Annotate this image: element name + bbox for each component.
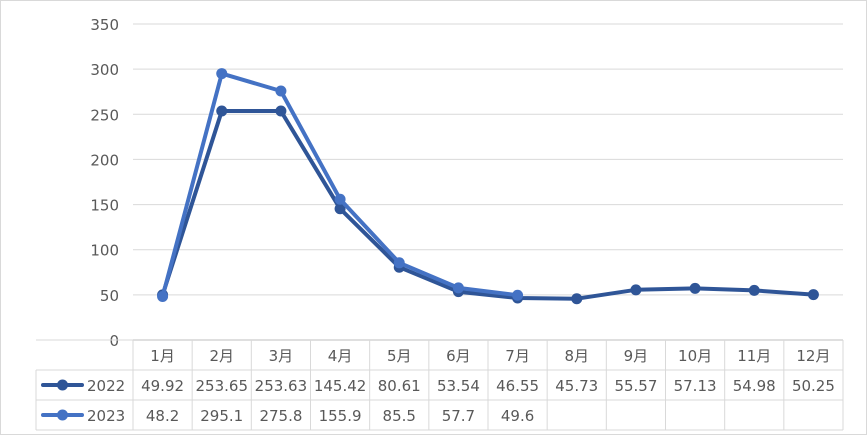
- data-label-2023: 49.6: [501, 407, 534, 425]
- legend-key-marker-2023: [57, 409, 68, 421]
- data-label-2022: 49.92: [141, 377, 184, 395]
- y-tick-label: 200: [90, 151, 119, 169]
- y-tick-label: 0: [109, 332, 119, 350]
- data-point-2023: [157, 290, 169, 302]
- data-point-2022: [334, 203, 346, 215]
- data-point-2022: [216, 105, 228, 117]
- data-label-2022: 54.98: [733, 377, 776, 395]
- y-tick-label: 350: [90, 16, 119, 34]
- data-label-2023: 57.7: [442, 407, 475, 425]
- data-point-2023: [452, 282, 464, 294]
- x-tick-label: 6月: [446, 347, 471, 365]
- x-tick-label: 4月: [328, 347, 353, 365]
- series-lines: [157, 68, 819, 305]
- series-line-2022: [160, 109, 816, 301]
- data-point-2022: [689, 282, 701, 294]
- x-tick-label: 9月: [624, 347, 649, 365]
- data-label-2022: 253.65: [196, 377, 249, 395]
- x-tick-label: 5月: [387, 347, 412, 365]
- data-point-2023: [216, 68, 228, 80]
- data-label-2022: 80.61: [378, 377, 421, 395]
- y-tick-label: 50: [100, 287, 119, 305]
- data-label-2022: 46.55: [496, 377, 539, 395]
- data-point-2023: [334, 193, 346, 205]
- data-label-2022: 53.54: [437, 377, 480, 395]
- data-label-2022: 145.42: [314, 377, 367, 395]
- series-line-2023: [160, 71, 520, 299]
- data-point-2022: [807, 289, 819, 301]
- data-label-2022: 50.25: [792, 377, 835, 395]
- data-point-2022: [275, 105, 287, 117]
- x-tick-label: 2月: [209, 347, 234, 365]
- data-label-2023: 155.9: [319, 407, 362, 425]
- data-point-2023: [393, 257, 405, 269]
- y-tick-label: 150: [90, 197, 119, 215]
- grid-lines: [133, 23, 843, 296]
- data-label-2022: 45.73: [555, 377, 598, 395]
- x-tick-label: 1月: [150, 347, 175, 365]
- x-tick-label: 10月: [678, 347, 712, 365]
- data-point-2022: [748, 284, 760, 296]
- y-tick-label: 300: [90, 61, 119, 79]
- data-label-2023: 295.1: [200, 407, 243, 425]
- data-point-2022: [630, 284, 642, 296]
- x-tick-label: 12月: [796, 347, 830, 365]
- data-label-2023: 48.2: [146, 407, 179, 425]
- y-axis: 0 50 100 150 200 250 300 350: [90, 16, 119, 350]
- x-tick-label: 11月: [737, 347, 771, 365]
- data-point-2022: [571, 293, 583, 305]
- data-point-2023: [275, 85, 287, 97]
- x-tick-label: 7月: [505, 347, 530, 365]
- data-label-2023: 275.8: [259, 407, 302, 425]
- legend-label-2022: 2022: [87, 377, 125, 395]
- legend-key-marker-2022: [57, 379, 68, 391]
- y-tick-label: 250: [90, 106, 119, 124]
- data-label-2022: 57.13: [674, 377, 717, 395]
- x-tick-label: 8月: [564, 347, 589, 365]
- data-label-2023: 85.5: [383, 407, 416, 425]
- y-tick-label: 100: [90, 242, 119, 260]
- x-tick-label: 3月: [269, 347, 294, 365]
- data-table: 1月 2月 3月 4月 5月 6月 7月 8月 9月 10月 11月 12月 2022 49.92 253.…: [35, 339, 844, 431]
- data-label-2022: 55.57: [614, 377, 657, 395]
- data-label-2022: 253.63: [255, 377, 308, 395]
- legend-label-2023: 2023: [87, 407, 125, 425]
- data-point-2023: [512, 289, 524, 301]
